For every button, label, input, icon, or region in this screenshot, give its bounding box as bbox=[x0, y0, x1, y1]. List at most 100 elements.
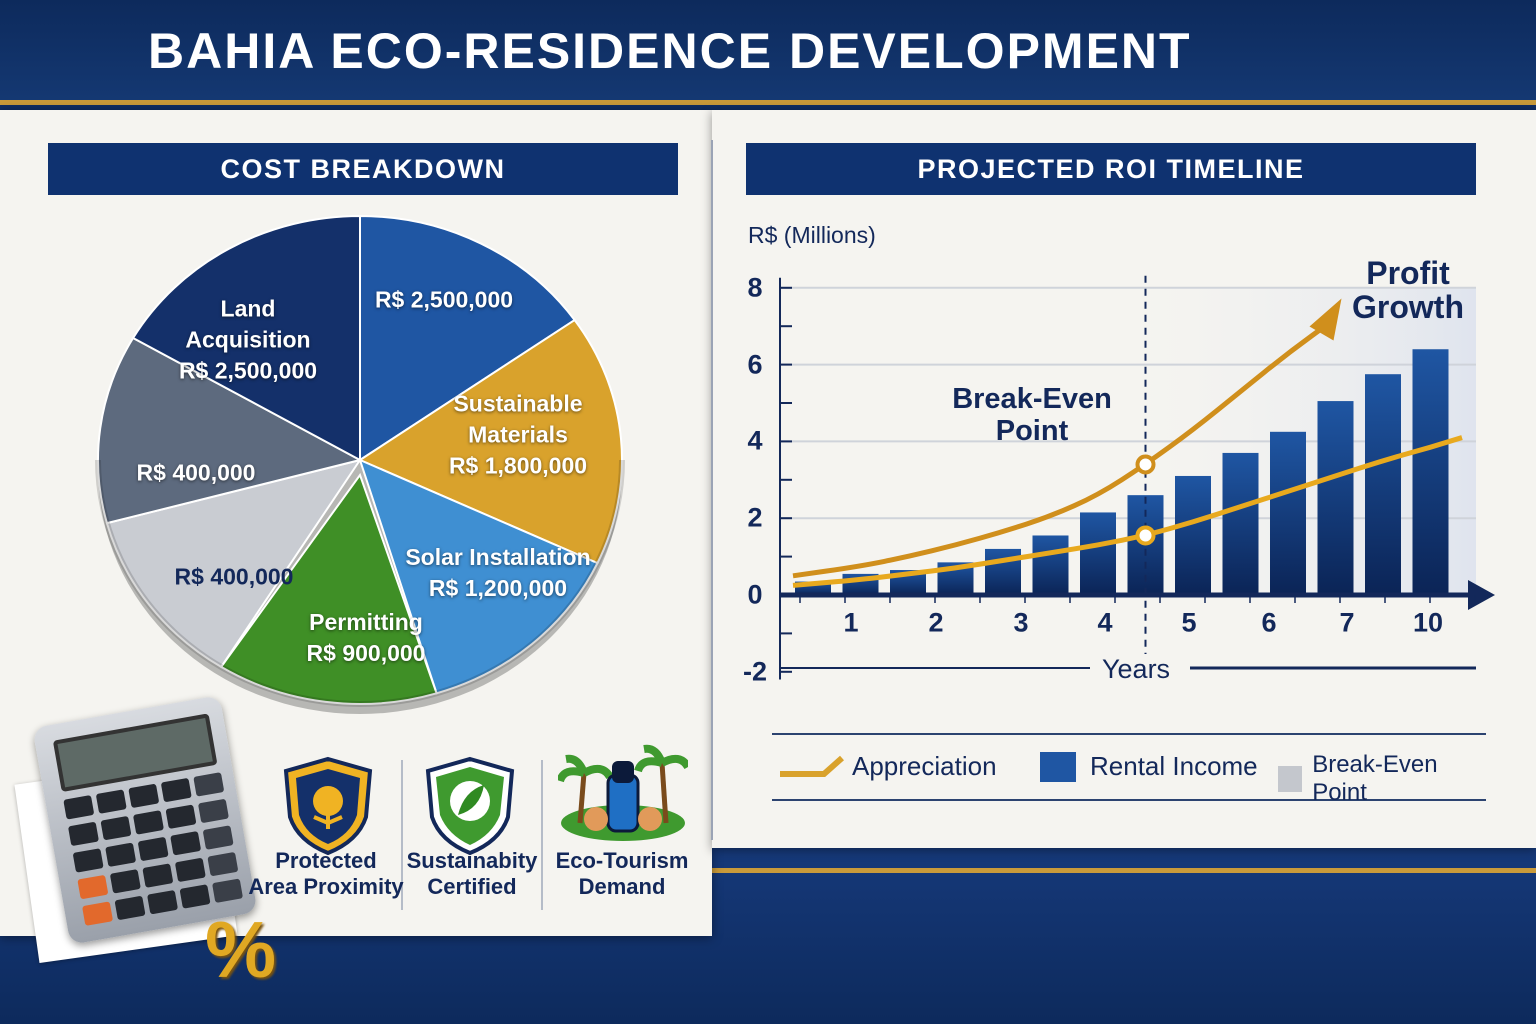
calculator-key bbox=[128, 783, 160, 809]
bar-rental-income bbox=[1032, 535, 1069, 595]
gold-divider-bottom bbox=[0, 868, 1536, 873]
percent-icon: % bbox=[205, 905, 277, 994]
x-tick-label: 6 bbox=[1261, 607, 1277, 638]
x-axis-arrow-icon bbox=[1468, 580, 1495, 610]
pie-slice bbox=[359, 214, 577, 462]
x-tick-label: 1 bbox=[843, 607, 859, 638]
slice-name: Materials bbox=[468, 421, 568, 448]
chart-legend: Appreciation Rental Income Break-Even Po… bbox=[772, 733, 1486, 806]
roi-header: PROJECTED ROI TIMELINE bbox=[746, 143, 1476, 195]
calculator-key bbox=[100, 815, 132, 841]
legend-label: Appreciation bbox=[852, 751, 997, 781]
page-title: BAHIA ECO-RESIDENCE DEVELOPMENT bbox=[148, 23, 1192, 79]
calculator-key bbox=[132, 810, 164, 835]
legend-appreciation: Appreciation bbox=[778, 751, 997, 782]
profit-growth-annotation: Profit Growth bbox=[1352, 256, 1464, 324]
x-tick-label: 2 bbox=[928, 607, 944, 638]
pie-slice-label: Sustainable Materials R$ 1,800,000 bbox=[449, 389, 587, 482]
legend-rental-income: Rental Income bbox=[1040, 751, 1258, 782]
calculator-key bbox=[202, 825, 234, 850]
calculator-key bbox=[165, 804, 197, 829]
slice-value: R$ 400,000 bbox=[174, 563, 294, 590]
badge-label: Eco-Tourism Demand bbox=[556, 848, 689, 900]
legend-swatch bbox=[1040, 751, 1076, 782]
calculator-key bbox=[95, 789, 127, 814]
bar-rental-income bbox=[1175, 475, 1211, 595]
palm-tourist-icon bbox=[558, 744, 688, 841]
x-axis-label: Years bbox=[1090, 654, 1183, 685]
slice-value: R$ 2,500,000 bbox=[374, 286, 514, 313]
y-tick-label: 4 bbox=[747, 425, 763, 456]
calculator-key bbox=[114, 895, 146, 921]
badge-label-line: Demand bbox=[578, 874, 666, 899]
gold-divider bbox=[0, 100, 1536, 105]
break-even-marker bbox=[1135, 454, 1156, 475]
header-band bbox=[0, 0, 1536, 100]
bar-rental-income bbox=[1412, 349, 1449, 595]
pie-slice bbox=[219, 472, 438, 705]
badge-label-line: Eco-Tourism bbox=[555, 848, 689, 873]
annotation-line: Profit bbox=[1366, 255, 1450, 291]
pie-slice-label: R$ 400,000 bbox=[137, 458, 256, 489]
badge-label-line: Certified bbox=[427, 874, 517, 899]
rental-trend-line bbox=[792, 435, 1463, 588]
calculator-key bbox=[67, 821, 100, 847]
slice-value: R$ 1,200,000 bbox=[428, 575, 568, 601]
slice-value: R$ 1,800,000 bbox=[448, 452, 588, 479]
pie-slice bbox=[358, 458, 599, 695]
legend-swatch bbox=[1278, 766, 1303, 792]
pie-slice-label: R$ 2,500,000 bbox=[375, 285, 513, 316]
pie-slice bbox=[97, 336, 363, 525]
bar-rental-income bbox=[1222, 452, 1259, 595]
shield-tree-icon bbox=[283, 756, 373, 855]
annotation-line: Break-Even bbox=[952, 383, 1112, 415]
break-even-marker bbox=[1135, 525, 1156, 546]
pie-slice-label: Land Acquisition R$ 2,500,000 bbox=[179, 294, 317, 387]
legend-break-even: Break-Even Point bbox=[1278, 751, 1486, 807]
y-tick-label: 6 bbox=[747, 349, 763, 380]
badge-label-line: Sustainabity bbox=[406, 848, 538, 873]
x-tick-label: 5 bbox=[1181, 607, 1197, 638]
badge-label: Sustainabity Certified bbox=[407, 848, 538, 900]
pie-slice bbox=[131, 214, 361, 462]
slice-name: Permitting bbox=[309, 609, 423, 635]
calculator-key bbox=[82, 901, 114, 926]
pie-slice-label: Solar Installation R$ 1,200,000 bbox=[405, 542, 590, 604]
calculator-key bbox=[77, 874, 109, 900]
bar-rental-income bbox=[1317, 401, 1354, 595]
calculator-icon bbox=[14, 695, 258, 964]
y-tick-label: 2 bbox=[747, 502, 763, 533]
badge-divider bbox=[401, 760, 403, 910]
calculator-key bbox=[197, 798, 229, 824]
bar-rental-income bbox=[1270, 431, 1306, 595]
bar-rental-income bbox=[985, 548, 1021, 595]
legend-label: Break-Even Point bbox=[1312, 751, 1438, 806]
cost-breakdown-header: COST BREAKDOWN bbox=[48, 143, 678, 195]
calculator-key bbox=[109, 869, 141, 894]
y-axis-label: R$ (Millions) bbox=[748, 222, 876, 248]
calculator-key bbox=[147, 889, 179, 915]
badge-label: Protected Area Proximity bbox=[248, 848, 403, 900]
calculator-key bbox=[212, 878, 244, 904]
legend-line-swatch bbox=[780, 755, 844, 777]
bar-rental-income bbox=[1080, 512, 1116, 595]
panel-divider bbox=[711, 140, 713, 840]
calculator-key bbox=[105, 842, 137, 868]
slice-name: Solar Installation bbox=[405, 544, 591, 570]
x-tick-label: 7 bbox=[1339, 607, 1355, 638]
pie-slice-label: R$ 400,000 bbox=[175, 562, 294, 593]
shield-leaf-icon bbox=[425, 756, 515, 855]
pie-slice-label: Permitting R$ 900,000 bbox=[307, 607, 426, 669]
badge-label-line: Protected bbox=[275, 848, 377, 873]
calculator-key bbox=[174, 857, 206, 883]
calculator-key bbox=[193, 772, 225, 797]
badge-label-line: Area Proximity bbox=[248, 874, 404, 899]
calculator-key bbox=[170, 831, 202, 856]
appreciation-line bbox=[792, 316, 1337, 579]
badge-divider bbox=[541, 760, 543, 910]
slice-value: R$ 400,000 bbox=[136, 459, 256, 486]
pie-chart bbox=[95, 214, 625, 714]
slice-name: Land bbox=[220, 295, 276, 322]
calculator-key bbox=[137, 836, 169, 862]
calculator-key bbox=[160, 777, 192, 803]
